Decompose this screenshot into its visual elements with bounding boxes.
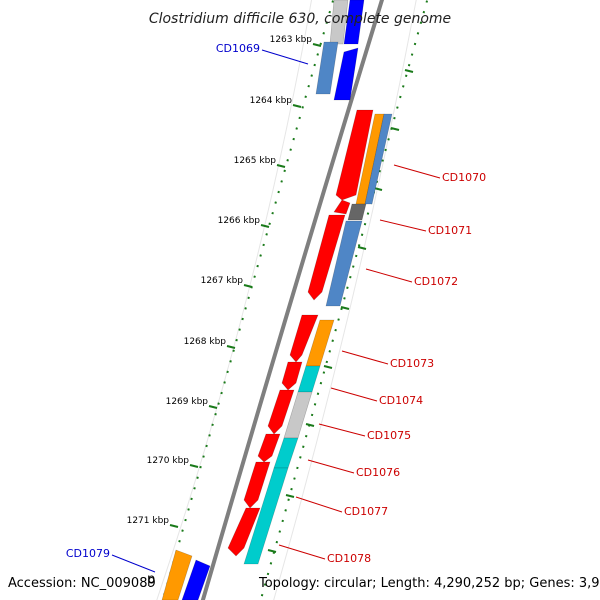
gene-feature xyxy=(257,433,281,463)
tick-label: 1268 kbp xyxy=(184,337,227,347)
gene-labels: CD1069 CD1070 CD1071 CD1072 CD1073 CD1074 CD10… xyxy=(66,42,486,573)
ruler-tick-inner xyxy=(323,365,333,369)
accession-text: Accession: NC_009089 xyxy=(8,576,156,591)
gene-label-cd1076[interactable]: CD1076 xyxy=(356,466,400,479)
tick-marks: 1263 kbp 1264 kbp 1265 kbp 1266 kbp 1267 kbp… xyxy=(127,35,414,553)
tick-label: 1264 kbp xyxy=(250,96,293,106)
ruler-tick-inner xyxy=(340,306,350,310)
gene-label-cd1075[interactable]: CD1075 xyxy=(367,429,411,442)
gene-label-cd1078[interactable]: CD1078 xyxy=(327,552,371,565)
ruler-tick-inner xyxy=(404,69,414,73)
ruler-tick-inner xyxy=(357,246,367,250)
gene-feature xyxy=(181,559,211,600)
gene-label-cd1073[interactable]: CD1073 xyxy=(390,357,434,370)
gene-feature xyxy=(329,0,349,45)
genome-backbone xyxy=(200,0,385,600)
gene-leader-line xyxy=(330,387,378,402)
gene-feature xyxy=(347,203,367,221)
gene-feature xyxy=(227,507,261,557)
gene-feature xyxy=(267,389,295,435)
gene-label-cd1070[interactable]: CD1070 xyxy=(442,171,486,184)
gene-feature xyxy=(161,549,193,600)
tick-label: 1267 kbp xyxy=(201,276,244,286)
gene-feature xyxy=(333,47,359,101)
gene-feature xyxy=(289,314,319,363)
gene-leader-line xyxy=(365,268,413,283)
ruler-tick xyxy=(169,524,179,528)
gene-feature xyxy=(243,467,289,565)
tick-label: 1263 kbp xyxy=(270,35,313,45)
tick-label: 1266 kbp xyxy=(218,216,261,226)
ruler-tick-inner xyxy=(305,423,315,427)
ruler-tick xyxy=(312,43,322,47)
gene-label-cd1074[interactable]: CD1074 xyxy=(379,394,423,407)
gene-leader-line xyxy=(379,219,427,232)
gene-feature xyxy=(343,0,365,45)
gene-feature xyxy=(325,220,363,307)
ruler-tick xyxy=(243,284,253,288)
gene-leader-line xyxy=(261,49,309,65)
map-title: Clostridium difficile 630, complete geno… xyxy=(149,11,451,27)
accession-suffix: p xyxy=(147,572,155,587)
tick-label: 1265 kbp xyxy=(234,156,277,166)
gene-feature xyxy=(307,214,346,301)
gene-leader-line xyxy=(307,459,355,474)
gene-feature xyxy=(243,461,271,509)
gene-feature xyxy=(333,199,351,215)
ruler-tick-inner xyxy=(390,127,400,131)
gene-feature xyxy=(364,113,393,205)
ruler-tick xyxy=(226,345,236,349)
tick-label: 1271 kbp xyxy=(127,516,170,526)
gene-feature xyxy=(315,41,339,95)
gene-leader-line xyxy=(393,164,441,179)
ruler-tick xyxy=(189,464,199,468)
gene-features xyxy=(161,0,393,600)
tick-label: 1270 kbp xyxy=(147,456,190,466)
gene-leader-line xyxy=(295,496,343,513)
gene-label-cd1071[interactable]: CD1071 xyxy=(428,224,472,237)
tick-label: 1269 kbp xyxy=(166,397,209,407)
gene-label-cd1079[interactable]: CD1079 xyxy=(66,547,110,560)
gene-feature xyxy=(335,109,374,201)
ruler-tick xyxy=(260,224,270,228)
ruler-tick xyxy=(292,104,302,108)
ruler-tick xyxy=(208,405,218,409)
ruler-tick-inner xyxy=(285,494,295,498)
gene-leader-line xyxy=(278,544,326,560)
gene-leader-line xyxy=(111,554,156,573)
gene-label-cd1069[interactable]: CD1069 xyxy=(216,42,260,55)
gene-label-cd1077[interactable]: CD1077 xyxy=(344,505,388,518)
ruler-tick xyxy=(276,164,286,168)
topology-text: Topology: circular; Length: 4,290,252 bp… xyxy=(258,576,600,591)
gene-feature xyxy=(281,361,303,391)
gene-leader-line xyxy=(318,423,366,437)
gene-label-cd1072[interactable]: CD1072 xyxy=(414,275,458,288)
gene-leader-line xyxy=(341,350,389,365)
ruler-tick-inner xyxy=(267,549,277,553)
